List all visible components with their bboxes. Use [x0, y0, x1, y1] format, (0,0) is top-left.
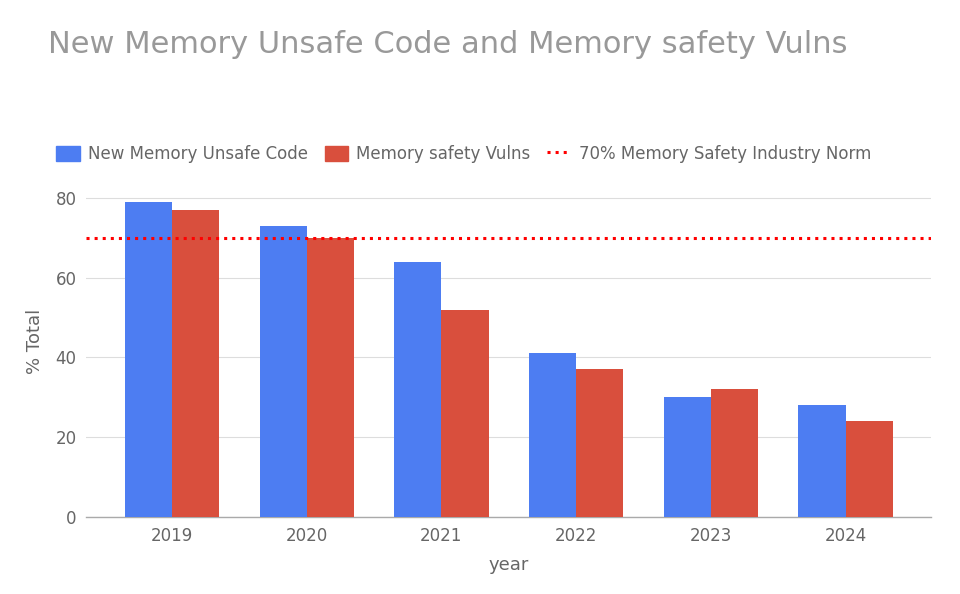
- Text: New Memory Unsafe Code and Memory safety Vulns: New Memory Unsafe Code and Memory safety…: [48, 30, 848, 59]
- Legend: New Memory Unsafe Code, Memory safety Vulns, 70% Memory Safety Industry Norm: New Memory Unsafe Code, Memory safety Vu…: [57, 145, 872, 163]
- Bar: [529, 353, 576, 517]
- Y-axis label: % Total: % Total: [27, 309, 44, 374]
- Bar: [306, 238, 354, 517]
- Bar: [799, 405, 846, 517]
- X-axis label: year: year: [489, 555, 529, 574]
- Bar: [395, 262, 442, 517]
- Bar: [442, 309, 489, 517]
- Bar: [576, 369, 623, 517]
- Bar: [125, 202, 172, 517]
- Bar: [846, 421, 893, 517]
- Bar: [172, 210, 219, 517]
- Bar: [259, 226, 306, 517]
- Bar: [663, 397, 711, 517]
- Bar: [711, 389, 758, 517]
